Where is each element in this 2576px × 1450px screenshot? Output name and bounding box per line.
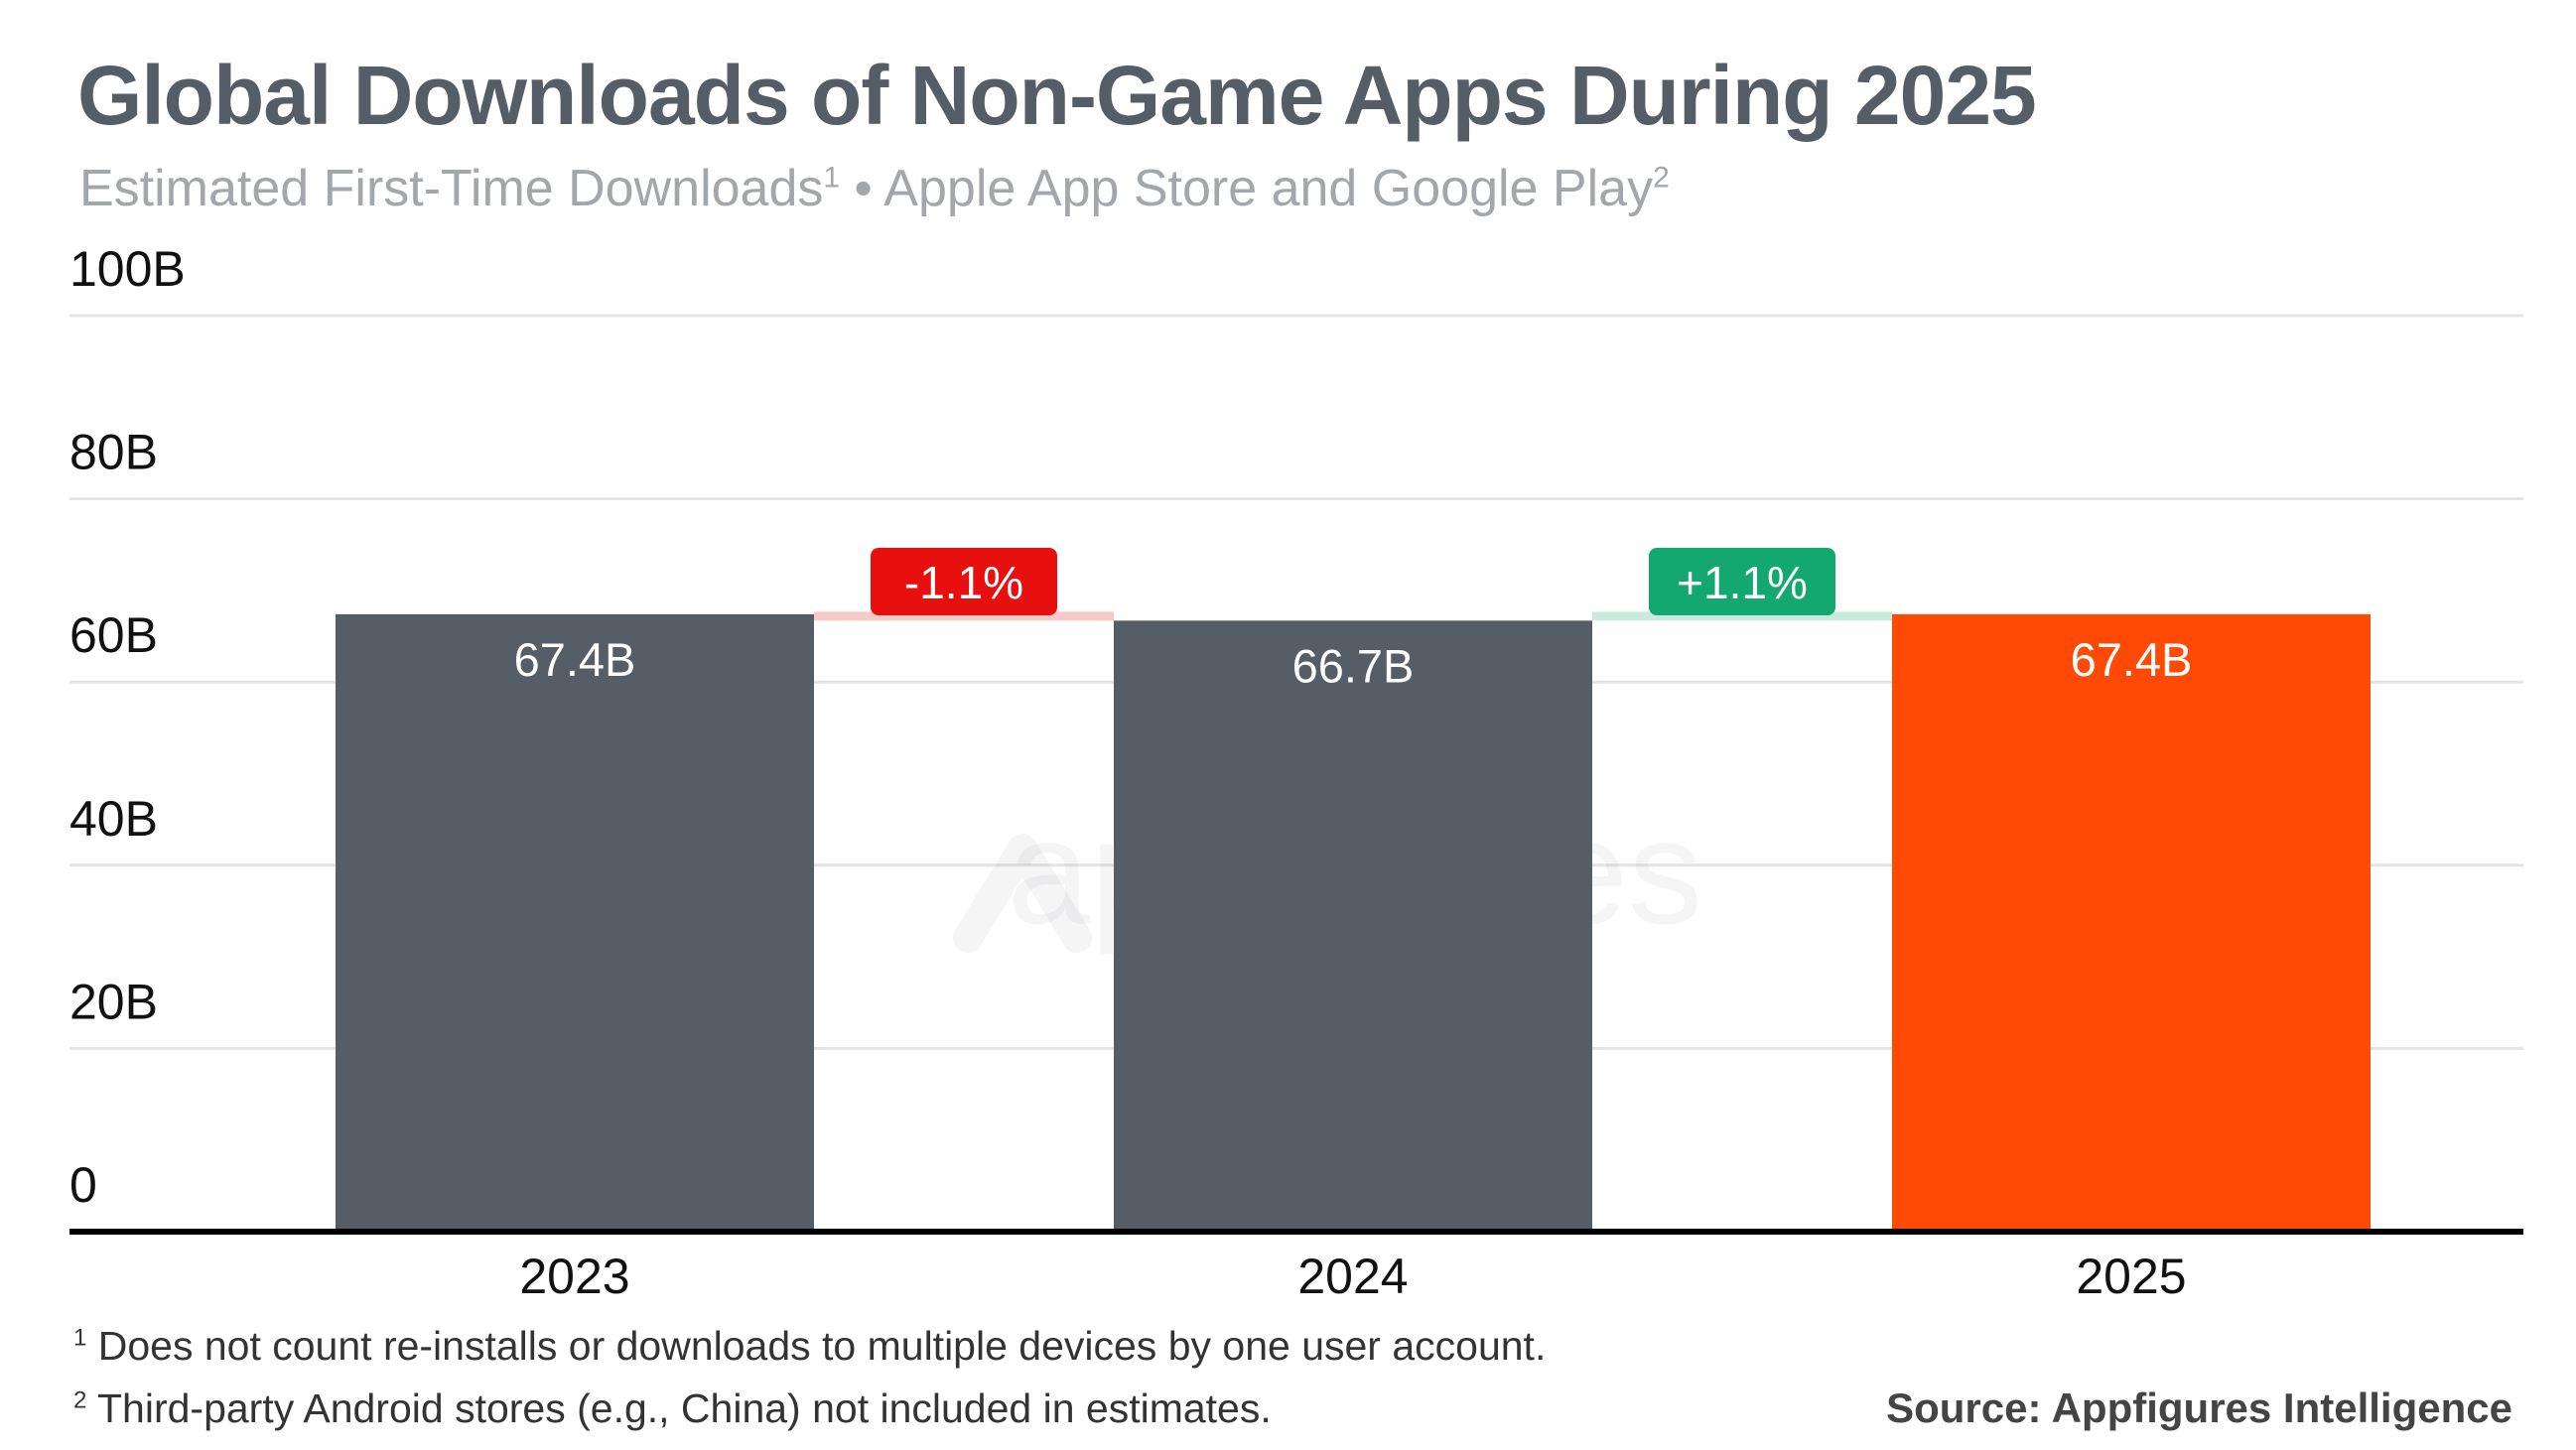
bar-2023 (336, 613, 814, 1232)
change-connector (814, 611, 1114, 621)
x-tick-label: 2024 (1297, 1249, 1408, 1304)
y-tick-label: 100B (69, 241, 186, 297)
change-badge (871, 548, 1057, 615)
subtitle-footnote-mark-2: 2 (1653, 161, 1670, 195)
change-badge-label: -1.1% (904, 557, 1023, 608)
y-tick-label: 20B (69, 974, 158, 1029)
bar-2024 (1114, 620, 1592, 1232)
bar-2025 (1892, 613, 2371, 1232)
subtitle-footnote-mark-1: 1 (823, 161, 841, 195)
footnote-2: 2 Third-party Android stores (e.g., Chin… (73, 1385, 1272, 1432)
footnote-2-mark: 2 (73, 1386, 87, 1414)
x-tick-label: 2023 (519, 1249, 629, 1304)
change-badge (1649, 548, 1835, 615)
chart-subtitle: Estimated First-Time Downloads1 • Apple … (79, 159, 1670, 218)
y-tick-label: 60B (69, 607, 158, 663)
footnote-1: 1 Does not count re-installs or download… (73, 1323, 1546, 1370)
footnote-2-text: Third-party Android stores (e.g., China)… (97, 1385, 1272, 1431)
change-badge-label: +1.1% (1677, 557, 1808, 608)
y-tick-label: 40B (69, 791, 158, 847)
footnote-1-text: Does not count re-installs or downloads … (97, 1323, 1547, 1369)
x-tick-label: 2025 (2076, 1249, 2186, 1304)
bar-data-label: 67.4B (2071, 633, 2193, 686)
y-tick-label: 80B (69, 425, 158, 480)
bar-data-label: 67.4B (514, 633, 636, 686)
bar-data-label: 66.7B (1292, 639, 1415, 692)
source-label: Source: Appfigures Intelligence (1886, 1384, 2512, 1431)
footnote-1-mark: 1 (73, 1324, 87, 1352)
subtitle-text-2: • Apple App Store and Google Play (840, 160, 1654, 217)
appfigures-logo-icon (953, 834, 1092, 953)
chart-title: Global Downloads of Non-Game Apps During… (77, 49, 2037, 142)
change-connector (1592, 611, 1892, 621)
subtitle-text-1: Estimated First-Time Downloads (79, 160, 824, 217)
y-tick-label: 0 (69, 1157, 97, 1213)
